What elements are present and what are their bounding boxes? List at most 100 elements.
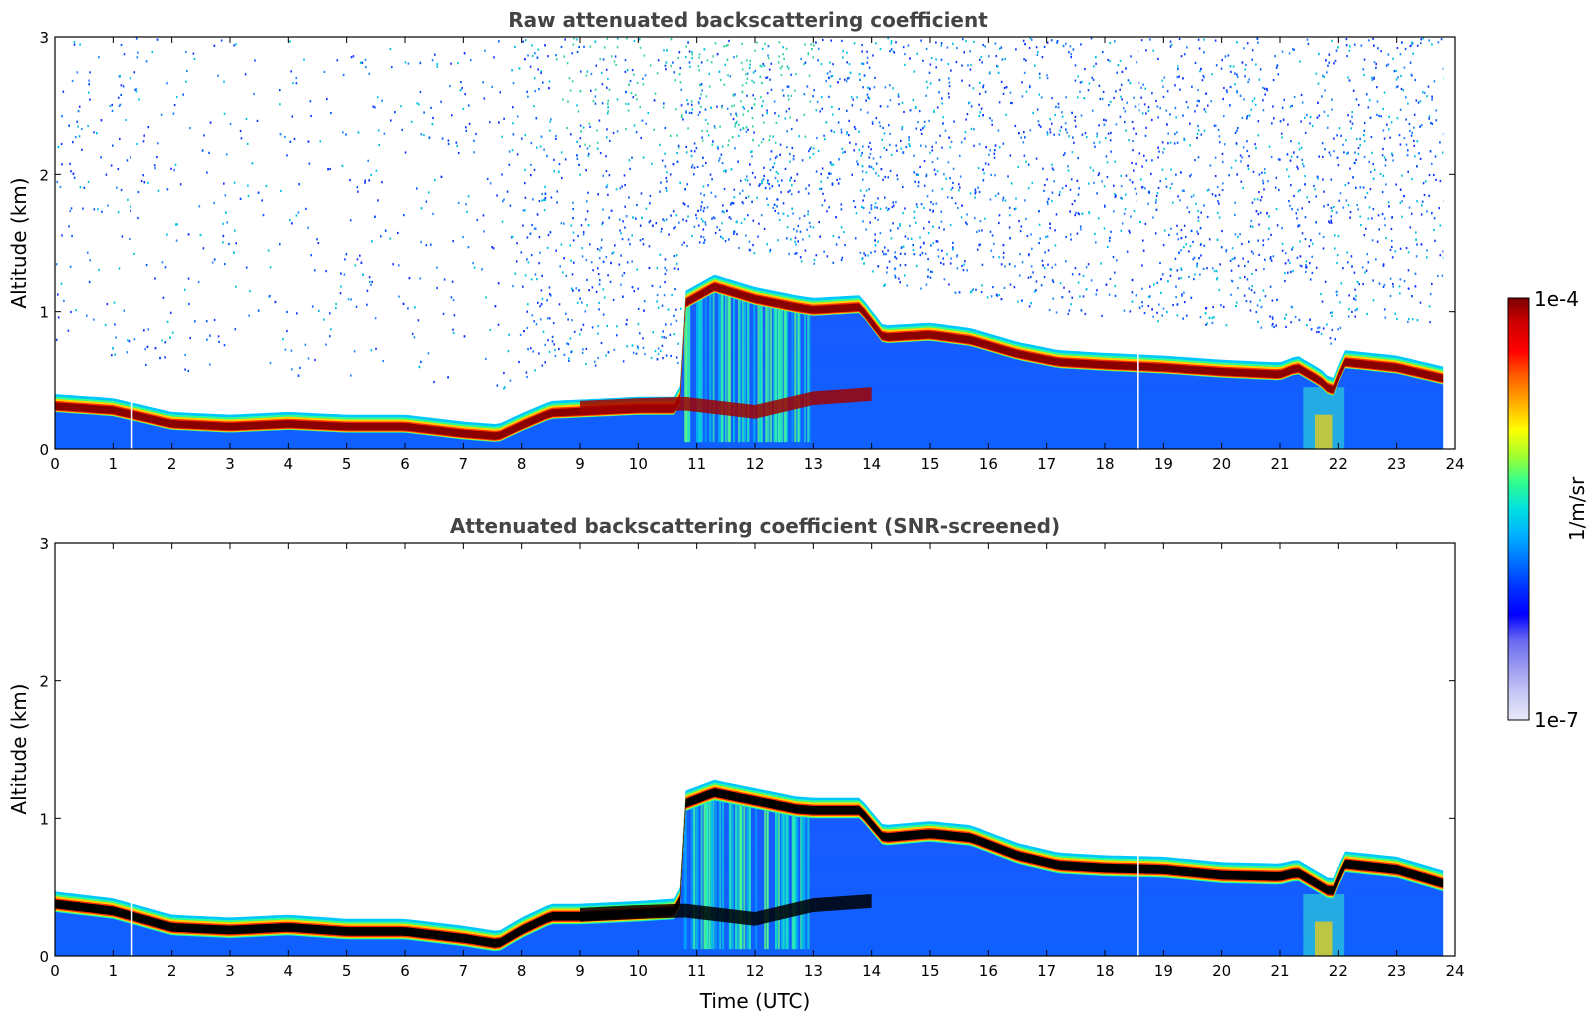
noise-pixel bbox=[538, 88, 540, 91]
noise-pixel bbox=[612, 131, 615, 135]
noise-pixel bbox=[347, 298, 350, 301]
noise-pixel bbox=[566, 126, 568, 130]
noise-pixel bbox=[1239, 233, 1241, 236]
noise-pixel bbox=[1316, 116, 1319, 119]
streak bbox=[801, 810, 804, 950]
noise-pixel bbox=[615, 63, 617, 67]
noise-pixel bbox=[361, 61, 364, 64]
noise-pixel bbox=[364, 179, 366, 182]
noise-pixel bbox=[594, 364, 597, 367]
noise-pixel bbox=[1331, 39, 1333, 42]
noise-pixel bbox=[960, 216, 963, 219]
noise-pixel bbox=[832, 163, 835, 166]
noise-pixel bbox=[602, 260, 605, 263]
noise-pixel bbox=[1218, 202, 1220, 205]
noise-pixel bbox=[659, 143, 661, 146]
noise-pixel bbox=[862, 178, 864, 181]
noise-pixel bbox=[515, 260, 518, 263]
noise-pixel bbox=[1078, 213, 1081, 216]
noise-pixel bbox=[777, 172, 779, 175]
noise-pixel bbox=[853, 149, 855, 152]
noise-pixel bbox=[600, 246, 603, 249]
noise-pixel bbox=[871, 122, 874, 125]
noise-pixel bbox=[747, 195, 750, 198]
noise-pixel bbox=[1009, 154, 1012, 157]
streak bbox=[748, 800, 751, 950]
noise-pixel bbox=[772, 206, 774, 210]
noise-pixel bbox=[1013, 286, 1016, 289]
noise-pixel bbox=[922, 127, 924, 130]
noise-pixel bbox=[670, 38, 673, 41]
noise-pixel bbox=[1359, 186, 1362, 189]
noise-pixel bbox=[1360, 44, 1363, 47]
noise-pixel bbox=[846, 131, 848, 134]
noise-pixel bbox=[750, 150, 752, 154]
noise-pixel bbox=[1230, 279, 1233, 282]
noise-pixel bbox=[663, 294, 666, 297]
noise-pixel bbox=[645, 122, 647, 125]
noise-pixel bbox=[971, 289, 973, 292]
noise-pixel bbox=[473, 266, 476, 269]
noise-pixel bbox=[1230, 70, 1232, 73]
x-tick-label: 21 bbox=[1270, 962, 1289, 980]
noise-pixel bbox=[194, 320, 196, 323]
noise-pixel bbox=[1422, 182, 1425, 185]
noise-pixel bbox=[1062, 44, 1065, 48]
noise-pixel bbox=[1075, 211, 1077, 214]
noise-pixel bbox=[695, 217, 698, 220]
noise-pixel bbox=[697, 65, 700, 68]
noise-pixel bbox=[742, 202, 745, 205]
noise-pixel bbox=[1426, 95, 1428, 98]
noise-pixel bbox=[741, 189, 744, 192]
noise-pixel bbox=[1296, 155, 1299, 158]
noise-pixel bbox=[952, 42, 954, 45]
noise-pixel bbox=[560, 45, 563, 49]
noise-pixel bbox=[597, 193, 599, 196]
noise-pixel bbox=[1104, 204, 1106, 207]
noise-pixel bbox=[989, 198, 992, 201]
noise-pixel bbox=[606, 128, 608, 131]
noise-pixel bbox=[761, 47, 764, 50]
noise-pixel bbox=[882, 178, 884, 181]
noise-pixel bbox=[585, 347, 588, 350]
noise-pixel bbox=[602, 174, 604, 177]
noise-pixel bbox=[1248, 114, 1251, 117]
streak bbox=[718, 289, 720, 443]
noise-pixel bbox=[83, 186, 86, 189]
noise-pixel bbox=[723, 188, 726, 191]
noise-pixel bbox=[1114, 285, 1116, 288]
noise-pixel bbox=[799, 230, 802, 233]
noise-pixel bbox=[416, 102, 418, 105]
noise-pixel bbox=[578, 289, 580, 292]
noise-pixel bbox=[467, 195, 470, 198]
noise-pixel bbox=[1202, 267, 1205, 270]
noise-pixel bbox=[749, 163, 751, 166]
noise-pixel bbox=[807, 213, 809, 216]
noise-pixel bbox=[675, 108, 677, 111]
noise-pixel bbox=[863, 262, 865, 265]
noise-pixel bbox=[349, 179, 351, 182]
noise-pixel bbox=[830, 39, 832, 42]
noise-pixel bbox=[1342, 143, 1344, 146]
noise-pixel bbox=[123, 53, 126, 56]
colorbar-unit-label: 1/m/sr bbox=[1565, 476, 1589, 541]
noise-pixel bbox=[1142, 249, 1145, 252]
noise-pixel bbox=[934, 173, 937, 176]
streak bbox=[738, 798, 741, 950]
noise-pixel bbox=[895, 144, 897, 147]
noise-pixel bbox=[1154, 201, 1157, 204]
noise-pixel bbox=[806, 228, 808, 231]
noise-pixel bbox=[861, 62, 863, 65]
noise-pixel bbox=[553, 169, 555, 173]
noise-pixel bbox=[790, 73, 792, 76]
noise-pixel bbox=[832, 234, 835, 238]
noise-pixel bbox=[925, 80, 928, 83]
noise-pixel bbox=[584, 310, 587, 313]
noise-pixel bbox=[751, 116, 754, 120]
noise-pixel bbox=[690, 100, 693, 103]
noise-pixel bbox=[1151, 159, 1153, 162]
noise-pixel bbox=[674, 226, 676, 229]
noise-pixel bbox=[700, 105, 702, 108]
noise-pixel bbox=[636, 81, 639, 84]
noise-pixel bbox=[400, 105, 402, 108]
